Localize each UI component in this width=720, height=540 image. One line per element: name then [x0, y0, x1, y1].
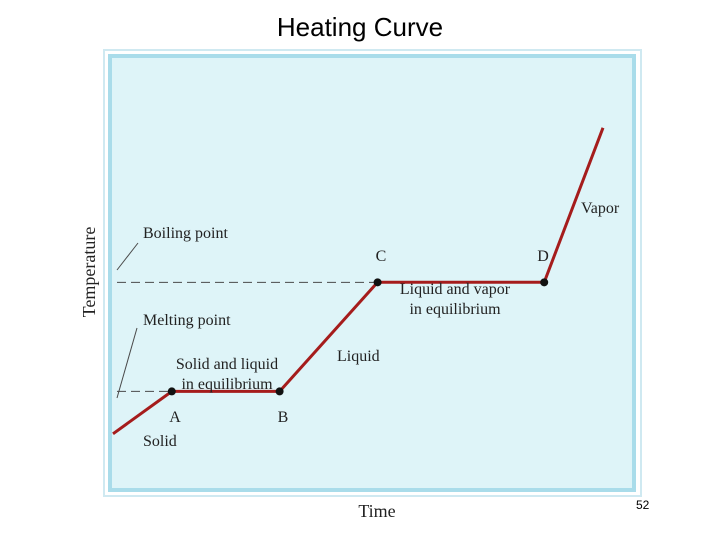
liquid-vapor-label-line2: in equilibrium — [409, 301, 501, 318]
point-d-label: D — [537, 248, 549, 265]
point-d-marker — [540, 278, 549, 287]
heating-curve-line — [112, 127, 605, 436]
point-c-label: C — [376, 248, 387, 265]
point-a-label: A — [169, 409, 181, 426]
point-b-label: B — [278, 409, 289, 426]
point-b-marker — [275, 387, 284, 396]
slide-title: Heating Curve — [276, 12, 444, 42]
melting-point-label: Melting point — [143, 312, 231, 329]
solid-liquid-label-line1: Solid and liquid — [176, 356, 278, 373]
liquid-vapor-label-line1: Liquid and vapor — [400, 281, 511, 298]
vapor-region-label: Vapor — [581, 200, 620, 217]
y-axis-label: Temperature — [79, 227, 99, 318]
liquid-region-label: Liquid — [337, 348, 380, 365]
plot-panel-outer — [103, 49, 642, 497]
boiling-point-leader — [116, 242, 139, 271]
solid-liquid-label-line2: in equilibrium — [181, 376, 273, 393]
point-c-marker — [373, 278, 382, 287]
x-axis-label: Time — [358, 501, 395, 521]
point-a-marker — [167, 387, 176, 396]
plot-panel — [108, 54, 636, 492]
melting-point-leader — [116, 327, 138, 399]
solid-region-label: Solid — [143, 433, 177, 450]
page-number: 52 — [636, 498, 650, 512]
boiling-point-label: Boiling point — [143, 225, 228, 242]
